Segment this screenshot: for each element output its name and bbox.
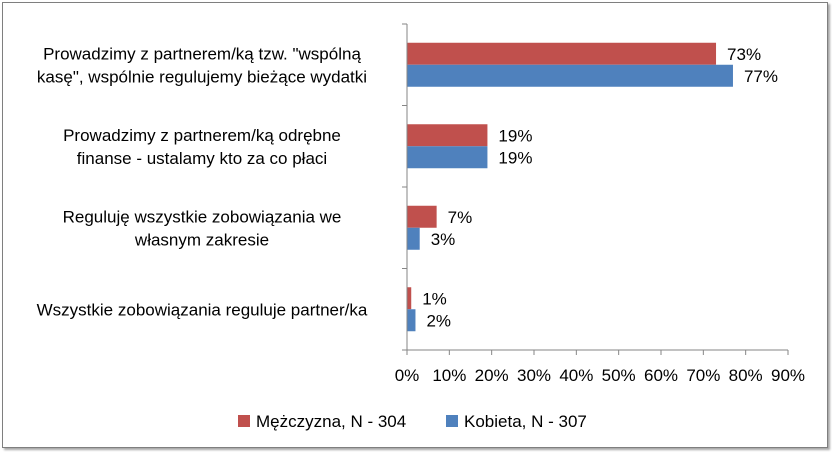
category-label: kasę", wspólnie regulujemy bieżące wydat… [37, 67, 367, 86]
category-label: Prowadzimy z partnerem/ką tzw. "wspólną [43, 44, 361, 63]
data-label: 77% [744, 67, 778, 86]
category-label: Reguluję wszystkie zobowiązania we [63, 207, 342, 226]
data-label: 73% [727, 45, 761, 64]
legend-swatch [238, 415, 250, 427]
category-label: finanse - ustalamy kto za co płaci [77, 149, 327, 168]
legend-label: Mężczyzna, N - 304 [256, 412, 406, 431]
data-label: 19% [498, 148, 532, 167]
bar [407, 205, 437, 228]
x-tick-label: 60% [644, 366, 678, 385]
bar [407, 146, 488, 169]
x-tick-label: 20% [475, 366, 509, 385]
bar [407, 42, 717, 65]
data-label: 1% [422, 289, 447, 308]
bar [407, 64, 733, 87]
bar [407, 287, 412, 310]
x-tick-label: 70% [686, 366, 720, 385]
data-label: 7% [448, 208, 473, 227]
x-tick-label: 30% [517, 366, 551, 385]
x-tick-label: 40% [559, 366, 593, 385]
bar [407, 227, 420, 250]
data-label: 2% [426, 311, 451, 330]
x-tick-label: 0% [395, 366, 420, 385]
legend-label: Kobieta, N - 307 [464, 412, 587, 431]
category-label: Prowadzimy z partnerem/ką odrębne [63, 126, 341, 145]
category-label: własnym zakresie [134, 230, 269, 249]
x-tick-label: 80% [729, 366, 763, 385]
bar [407, 309, 416, 332]
x-tick-label: 10% [432, 366, 466, 385]
data-label: 3% [431, 230, 456, 249]
data-label: 19% [498, 126, 532, 145]
x-tick-label: 90% [771, 366, 805, 385]
legend-swatch [446, 415, 458, 427]
x-tick-label: 50% [602, 366, 636, 385]
bar [407, 124, 488, 147]
category-label: Wszystkie zobowiązania reguluje partner/… [37, 300, 368, 319]
